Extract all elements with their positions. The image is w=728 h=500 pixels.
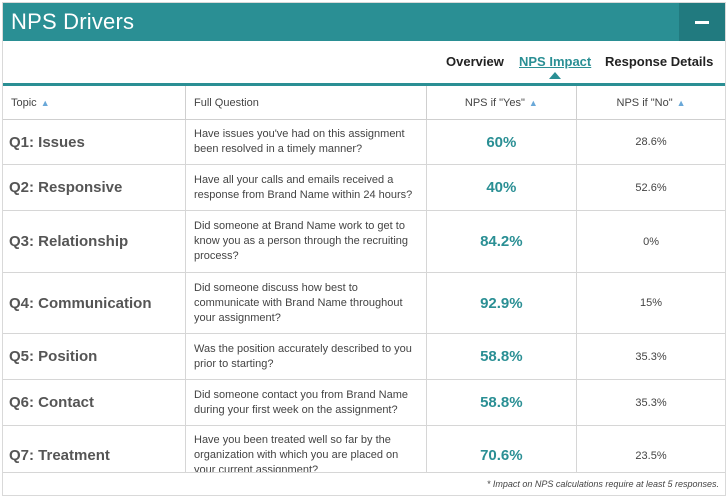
row-nps-yes: 60% (426, 119, 578, 165)
row-nps-no: 15% (576, 272, 725, 334)
row-question: Did someone at Brand Name work to get to… (185, 210, 427, 273)
row-nps-yes: 58.8% (426, 333, 578, 380)
table-row: Q3: Relationship Did someone at Brand Na… (3, 210, 725, 273)
column-header-topic[interactable]: Topic ▲ (3, 86, 186, 120)
chevron-up-icon[interactable]: ▲ (676, 97, 686, 108)
row-nps-no: 28.6% (576, 119, 725, 165)
active-tab-indicator (549, 72, 561, 79)
column-header-question: Full Question (185, 86, 427, 120)
footnote: * Impact on NPS calculations require at … (3, 472, 725, 495)
column-header-nps-no[interactable]: NPS if "No" ▲ (576, 86, 725, 120)
chevron-up-icon[interactable]: ▲ (40, 97, 50, 108)
title-bar: NPS Drivers (3, 3, 725, 41)
minus-icon (695, 20, 709, 24)
tab-divider (3, 83, 725, 86)
column-header-label: Topic (11, 96, 37, 109)
row-question: Was the position accurately described to… (185, 333, 427, 380)
tab-nps-impact[interactable]: NPS Impact (519, 54, 592, 69)
row-nps-yes: 84.2% (426, 210, 578, 273)
table-row: Q4: Communication Did someone discuss ho… (3, 272, 725, 334)
table-row: Q2: Responsive Have all your calls and e… (3, 164, 725, 211)
row-topic: Q5: Position (3, 333, 186, 380)
row-nps-yes: 92.9% (426, 272, 578, 334)
tab-overview[interactable]: Overview (446, 54, 504, 69)
row-question: Have all your calls and emails received … (185, 164, 427, 211)
table-row: Q1: Issues Have issues you've had on thi… (3, 119, 725, 165)
row-topic: Q4: Communication (3, 272, 186, 334)
column-header-nps-yes[interactable]: NPS if "Yes" ▲ (426, 86, 578, 120)
nps-impact-table: Topic ▲ Full Question NPS if "Yes" ▲ NPS i… (3, 86, 725, 486)
tab-bar: Overview NPS Impact Response Details (3, 41, 725, 83)
collapse-button[interactable] (679, 3, 725, 41)
column-header-label: Full Question (194, 96, 259, 109)
table-row: Q5: Position Was the position accurately… (3, 333, 725, 380)
table-header-row: Topic ▲ Full Question NPS if "Yes" ▲ NPS i… (3, 86, 725, 120)
row-topic: Q3: Relationship (3, 210, 186, 273)
row-question: Have issues you've had on this assignmen… (185, 119, 427, 165)
chevron-up-icon[interactable]: ▲ (528, 97, 538, 108)
row-question: Did someone discuss how best to communic… (185, 272, 427, 334)
row-nps-no: 52.6% (576, 164, 725, 211)
row-topic: Q2: Responsive (3, 164, 186, 211)
column-header-label: NPS if "Yes" (464, 96, 525, 109)
row-nps-no: 35.3% (576, 333, 725, 380)
row-nps-no: 0% (576, 210, 725, 273)
row-question: Did someone contact you from Brand Name … (185, 379, 427, 426)
row-topic: Q6: Contact (3, 379, 186, 426)
tab-response-details[interactable]: Response Details (605, 54, 714, 69)
panel-title: NPS Drivers (11, 9, 135, 34)
row-topic: Q1: Issues (3, 119, 186, 165)
table-row: Q6: Contact Did someone contact you from… (3, 379, 725, 426)
row-nps-yes: 58.8% (426, 379, 578, 426)
row-nps-no: 35.3% (576, 379, 725, 426)
column-header-label: NPS if "No" (616, 96, 673, 109)
row-nps-yes: 40% (426, 164, 578, 211)
